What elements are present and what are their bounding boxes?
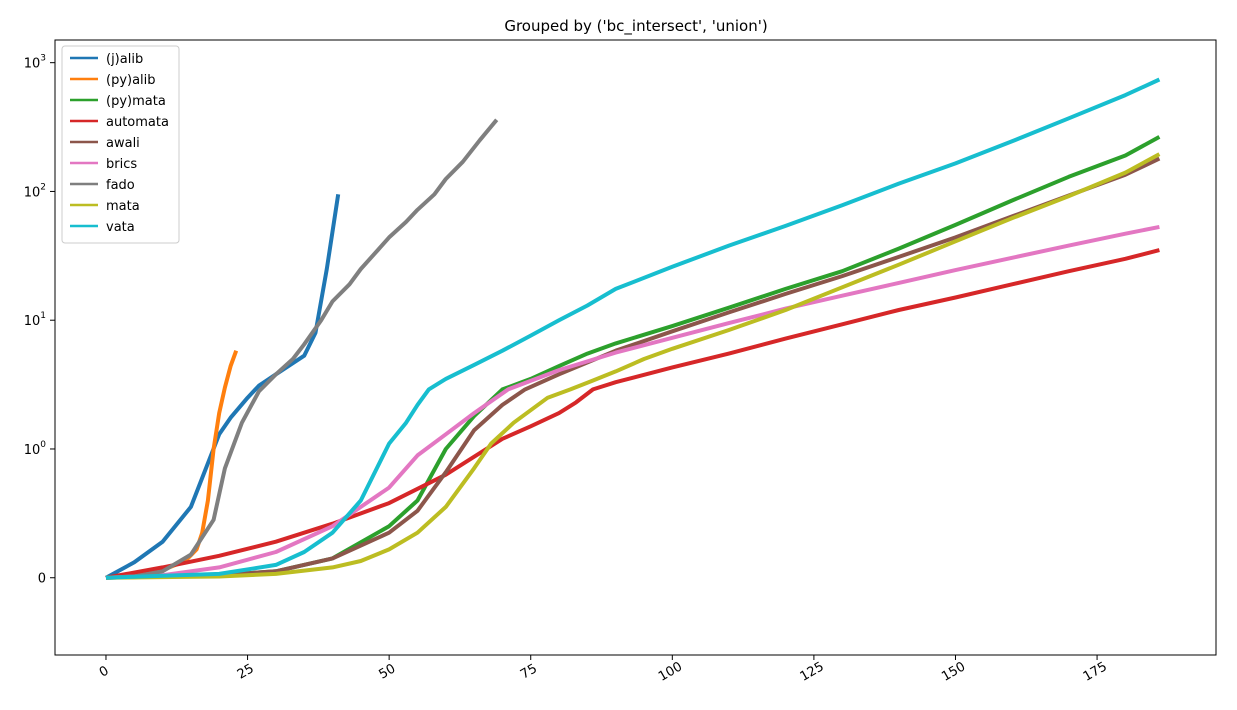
legend-label-6: fado: [106, 178, 135, 193]
y-axis: 0 100 101 102 103: [24, 54, 55, 587]
x-tick-label-4: 100: [656, 659, 685, 684]
legend-box: [61, 45, 180, 244]
series-line-1: [105, 350, 239, 580]
legend-label-0: (j)alib: [106, 52, 143, 67]
y-tick-label-4: 103: [24, 54, 46, 72]
x-tick-label-6: 150: [939, 659, 968, 684]
plot-frame: [54, 39, 1217, 656]
y-tick-label-0: 0: [38, 572, 46, 587]
series-layer: [105, 77, 1161, 580]
series-line-2: [105, 135, 1161, 580]
legend-label-2: (py)mata: [106, 94, 166, 109]
series-line-0: [105, 193, 341, 580]
x-axis: 0 25 50 75 100 125 150 175: [97, 655, 1110, 685]
chart-title: Grouped by ('bc_intersect', 'union'): [504, 17, 767, 36]
legend-label-8: vata: [106, 220, 135, 235]
legend-label-4: awali: [106, 136, 140, 151]
y-tick-label-2: 101: [24, 311, 46, 329]
legend-label-7: mata: [106, 199, 140, 214]
series-line-6: [105, 118, 499, 580]
x-tick-label-7: 175: [1081, 659, 1110, 684]
x-tick-label-1: 25: [235, 661, 257, 682]
series-line-8: [105, 77, 1161, 580]
series-line-5: [105, 224, 1160, 580]
x-tick-label-5: 125: [798, 659, 827, 684]
x-tick-label-0: 0: [97, 663, 112, 680]
x-tick-label-3: 75: [518, 661, 540, 682]
legend-label-1: (py)alib: [106, 73, 156, 88]
x-tick-label-2: 50: [376, 661, 398, 682]
y-tick-label-1: 100: [24, 440, 47, 458]
series-line-3: [105, 248, 1160, 580]
series-line-7: [105, 152, 1161, 580]
legend-label-5: brics: [106, 157, 137, 172]
legend-label-3: automata: [106, 115, 169, 130]
legend: (j)alib (py)alib (py)mata automata awali bric…: [61, 45, 180, 244]
y-tick-label-3: 102: [24, 182, 46, 200]
